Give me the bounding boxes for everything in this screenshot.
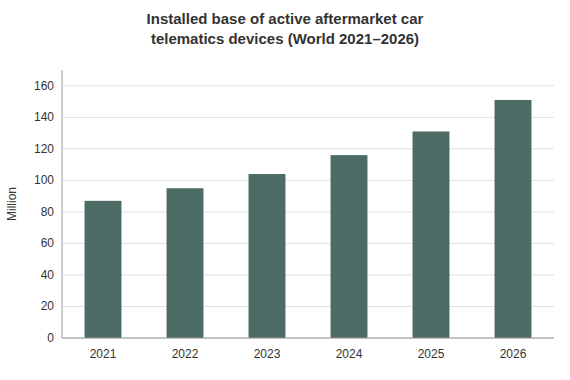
bar xyxy=(495,100,532,338)
y-tick-label: 120 xyxy=(34,142,54,156)
y-tick-label: 40 xyxy=(41,268,55,282)
bar xyxy=(167,188,204,338)
y-tick-label: 80 xyxy=(41,205,55,219)
bar xyxy=(85,201,122,338)
y-tick-label: 0 xyxy=(47,331,54,345)
grid-line xyxy=(62,85,554,86)
chart-title: Installed base of active aftermarket car… xyxy=(147,10,424,47)
grid-line xyxy=(62,306,554,307)
grid-line xyxy=(62,180,554,181)
grid-line xyxy=(62,148,554,149)
grid-line xyxy=(62,274,554,275)
chart-container: 0 20 40 60 80 100 120 140 160 2021 2022 2023 2024 202… xyxy=(0,0,570,380)
y-tick-label: 140 xyxy=(34,110,54,124)
x-tick-label: 2023 xyxy=(254,347,281,361)
title-line: Installed base of active aftermarket car xyxy=(147,10,424,27)
grid-line xyxy=(62,211,554,212)
chart-svg: 0 20 40 60 80 100 120 140 160 2021 2022 2023 2024 202… xyxy=(0,0,570,380)
x-tick-label: 2024 xyxy=(336,347,363,361)
grid-line xyxy=(62,243,554,244)
y-tick-label: 100 xyxy=(34,173,54,187)
y-axis-label: Million xyxy=(5,187,19,221)
bar xyxy=(331,155,368,338)
grid xyxy=(62,86,554,338)
grid-line xyxy=(62,117,554,118)
x-axis-line xyxy=(62,338,554,339)
title-line: telematics devices (World 2021–2026) xyxy=(151,30,419,47)
bar xyxy=(413,131,450,338)
bars xyxy=(85,100,532,338)
x-tick-label: 2022 xyxy=(172,347,199,361)
x-tick-label: 2026 xyxy=(500,347,527,361)
x-tick-label: 2021 xyxy=(90,347,117,361)
bar xyxy=(249,174,286,338)
grid-line xyxy=(62,338,554,339)
y-tick-label: 160 xyxy=(34,79,54,93)
y-tick-label: 60 xyxy=(41,236,55,250)
y-tick-label: 20 xyxy=(41,299,55,313)
x-tick-label: 2025 xyxy=(418,347,445,361)
y-axis-line xyxy=(62,70,63,338)
